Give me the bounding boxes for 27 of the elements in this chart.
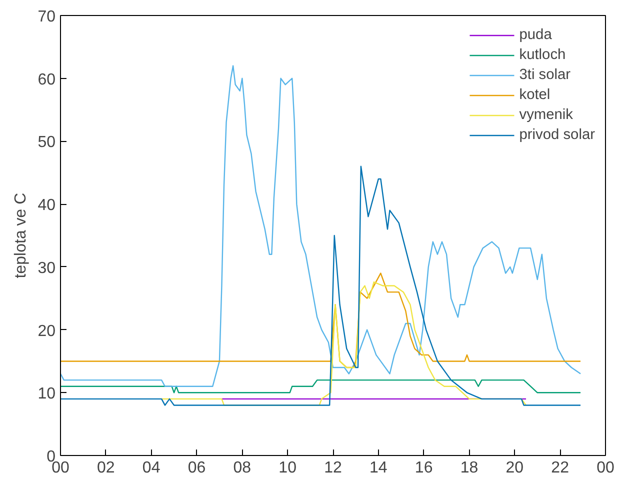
y-tick-label: 10 [38, 386, 56, 403]
x-tick-label: 20 [506, 460, 524, 476]
legend-label: kotel [519, 87, 550, 103]
legend-label: 3ti solar [519, 67, 571, 83]
x-tick-label: 04 [142, 460, 160, 476]
x-tick-label: 10 [278, 460, 297, 476]
legend-label: kutloch [519, 47, 566, 63]
x-tick-label: 22 [551, 460, 570, 476]
x-tick-label: 02 [97, 460, 115, 476]
legend-label: vymenik [519, 107, 573, 123]
x-tick-label: 16 [414, 460, 433, 476]
line-series [60, 166, 582, 406]
y-tick-label: 50 [38, 134, 56, 152]
x-tick-label: 12 [324, 460, 342, 476]
legend-label: privod solar [519, 127, 595, 143]
x-tick-label: 14 [370, 460, 388, 476]
x-tick-label: 00 [596, 460, 614, 476]
y-tick-label: 70 [38, 8, 56, 26]
y-tick-label: 20 [38, 322, 56, 340]
y-tick-label: 40 [38, 197, 56, 214]
y-tick-label: 30 [38, 260, 56, 277]
y-tick-label: 60 [38, 71, 56, 88]
legend-label: puda [519, 27, 552, 43]
x-tick-label: 08 [233, 460, 252, 476]
x-tick-label: 18 [460, 460, 478, 476]
x-tick-label: 06 [188, 460, 206, 476]
y-axis-title: teplota ve C [12, 192, 30, 278]
